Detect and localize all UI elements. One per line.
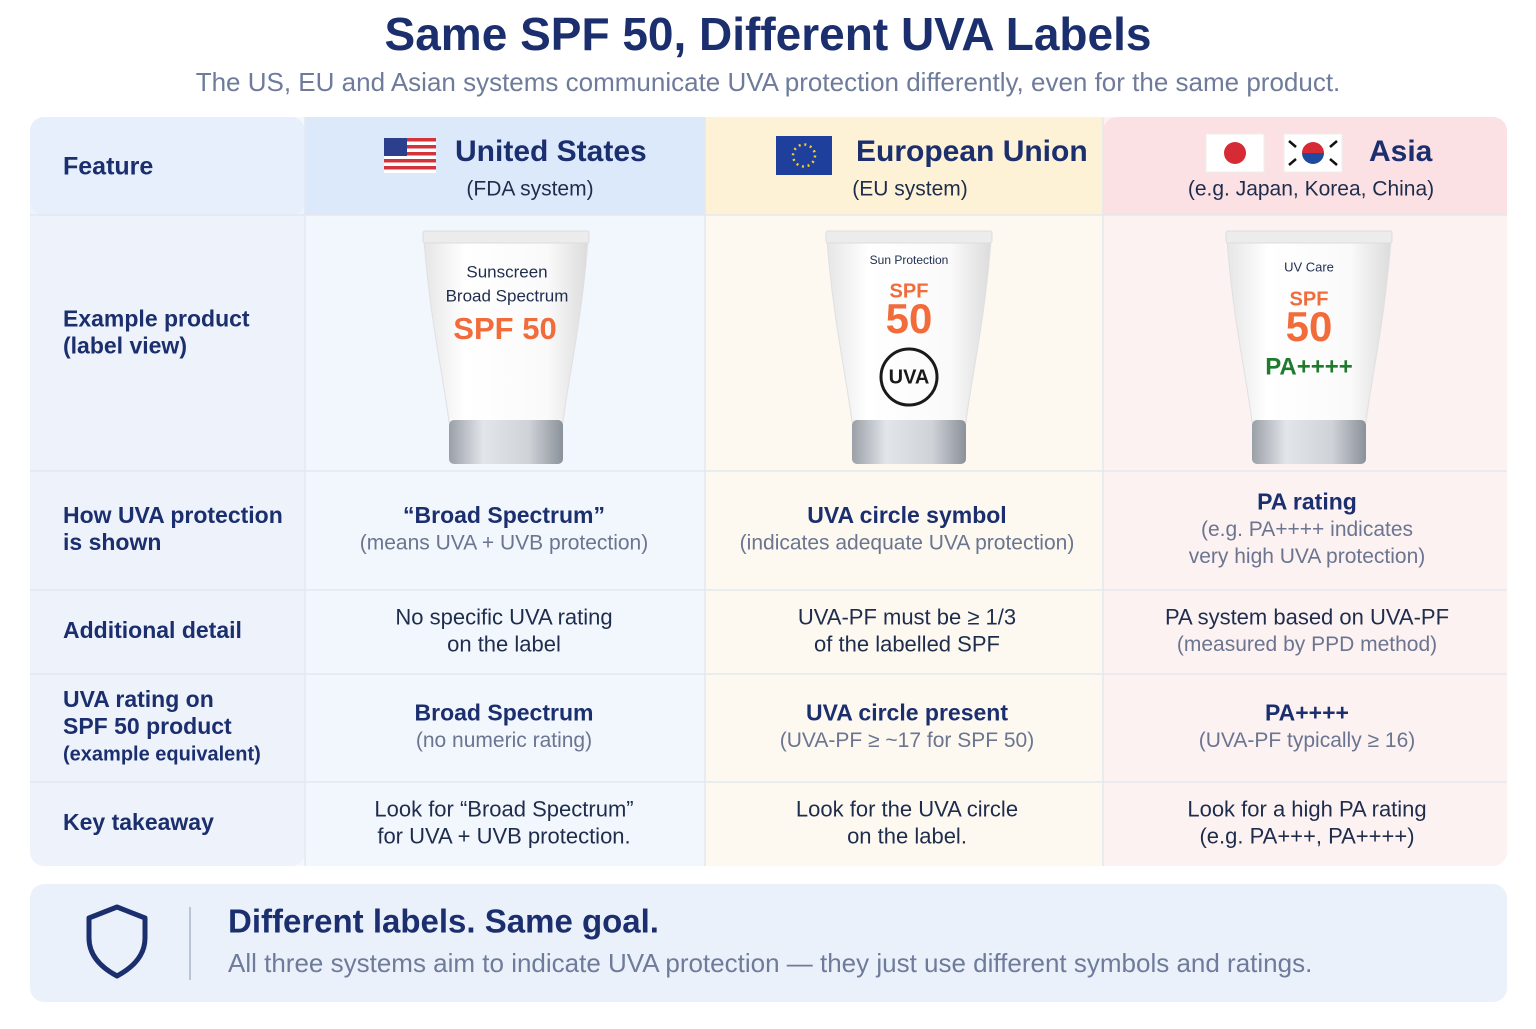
cell-text: (no numeric rating) (416, 729, 592, 752)
cell-text: UVA-PF must be ≥ 1/3 (798, 604, 1016, 629)
cell-text: UVA circle symbol (807, 502, 1006, 528)
title: Same SPF 50, Different UVA Labels (385, 8, 1152, 60)
cell-text: (UVA-PF ≥ ~17 for SPF 50) (780, 729, 1034, 752)
japan-flag (1205, 133, 1265, 173)
column-name: Asia (1369, 135, 1433, 168)
cell-text: PA system based on UVA-PF (1165, 604, 1449, 629)
tube-crimp (1225, 230, 1393, 244)
feature-label: SPF 50 product (63, 713, 232, 739)
tube-spf: SPF (1290, 288, 1329, 310)
asia-column (1103, 117, 1507, 866)
tube-label: Sun Protection (870, 253, 949, 267)
cell-text: of the labelled SPF (814, 631, 1000, 656)
column-system: (e.g. Japan, Korea, China) (1188, 178, 1434, 201)
header-feature: Feature (63, 153, 153, 181)
subtitle: The US, EU and Asian systems communicate… (196, 67, 1341, 97)
tube-cap (1252, 420, 1366, 464)
cell-text: (measured by PPD method) (1177, 633, 1437, 656)
tube-spf: SPF (890, 280, 929, 302)
column-system: (FDA system) (466, 178, 593, 201)
uva-badge-text: UVA (889, 366, 930, 388)
tube-body (826, 239, 992, 423)
cell-text: (indicates adequate UVA protection) (740, 532, 1075, 555)
tube-crimp (825, 230, 993, 244)
shield-icon (86, 904, 148, 979)
cell-text: on the label (447, 631, 561, 656)
header-cell (1103, 180, 1507, 215)
cell-text: (UVA-PF typically ≥ 16) (1199, 729, 1416, 752)
feature-label: UVA rating on (63, 686, 214, 712)
feature-label: Example product (63, 306, 250, 332)
cell-text: PA rating (1257, 489, 1357, 515)
feature-label: (label view) (63, 333, 187, 359)
feature-label: is shown (63, 529, 161, 555)
us-flag (384, 138, 436, 173)
column-name: United States (455, 135, 647, 168)
feature-label: How UVA protection (63, 502, 283, 528)
eu-flag (776, 136, 832, 175)
us-column (305, 117, 705, 866)
feature-label: (example equivalent) (63, 743, 261, 765)
grid-lines (30, 117, 1507, 866)
header-cell (705, 117, 1103, 215)
eu-column (705, 117, 1103, 866)
cell-text: Broad Spectrum (415, 700, 594, 726)
feature-column (30, 117, 305, 866)
tube-spf: SPF 50 (453, 311, 556, 346)
tube-label: UV Care (1284, 259, 1334, 274)
cell-text: Look for a high PA rating (1187, 796, 1426, 821)
tube-cap (449, 420, 563, 464)
cell-text: for UVA + UVB protection. (377, 823, 630, 848)
footer-text: All three systems aim to indicate UVA pr… (228, 948, 1312, 978)
header-cell (30, 117, 305, 215)
tube-number: 50 (1286, 303, 1333, 350)
cell-text: very high UVA protection) (1189, 545, 1426, 568)
cell-text: PA++++ (1265, 700, 1349, 726)
column-name: European Union (856, 135, 1088, 168)
tube-body (423, 239, 589, 423)
korea-flag (1283, 133, 1343, 173)
table (30, 117, 1507, 866)
column-system: (EU system) (852, 178, 968, 201)
cell-text: UVA circle present (806, 700, 1008, 726)
cell-text: (means UVA + UVB protection) (360, 532, 648, 555)
cell-text: Look for “Broad Spectrum” (374, 796, 633, 821)
cell-text: (e.g. PA+++, PA++++) (1199, 823, 1414, 848)
tube-label: Broad Spectrum (446, 286, 569, 305)
footer-heading: Different labels. Same goal. (228, 903, 659, 940)
cell-text: Look for the UVA circle (796, 796, 1018, 821)
cell-text: “Broad Spectrum” (403, 502, 605, 528)
tube-label: Sunscreen (466, 262, 547, 281)
tube-cap (852, 420, 966, 464)
header-cell (305, 117, 705, 215)
uva-badge (879, 347, 939, 407)
tube-rating: PA++++ (1265, 353, 1353, 380)
tube-crimp (422, 230, 590, 244)
tube-body (1226, 239, 1392, 423)
cell-text: (e.g. PA++++ indicates (1201, 518, 1413, 541)
footer-box (30, 884, 1507, 1002)
tube-number: 50 (886, 295, 933, 342)
cell-text: No specific UVA rating (395, 604, 612, 629)
cell-text: on the label. (847, 823, 967, 848)
feature-label: Key takeaway (63, 809, 214, 835)
asia-column (1103, 117, 1133, 866)
feature-label: Additional detail (63, 617, 242, 643)
